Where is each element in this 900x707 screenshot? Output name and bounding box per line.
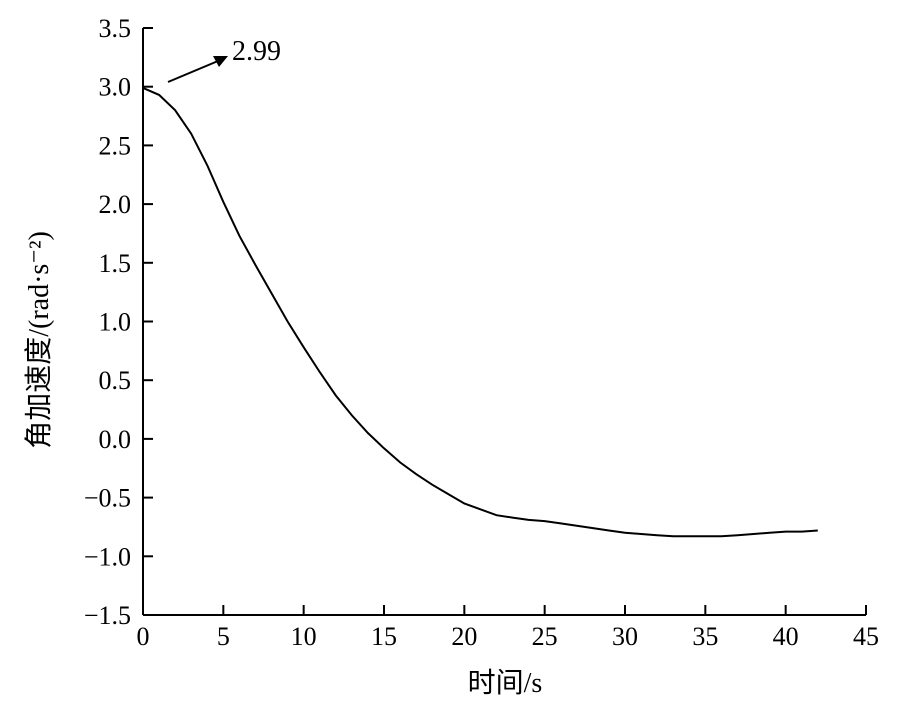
- y-tick-label: 2.5: [99, 131, 132, 160]
- x-tick-label: 25: [532, 622, 558, 651]
- x-tick-label: 15: [371, 622, 397, 651]
- annotation-arrow: [167, 56, 228, 83]
- y-tick-label: 3.5: [99, 14, 132, 43]
- x-tick-label: 30: [612, 622, 638, 651]
- annotation-label: 2.99: [232, 36, 281, 67]
- x-tick-label: 40: [773, 622, 799, 651]
- y-tick-label: −0.5: [84, 484, 131, 513]
- x-axis-title: 时间/s: [468, 667, 543, 699]
- y-tick-label: 0.0: [99, 425, 132, 454]
- y-tick-label: 2.0: [99, 190, 132, 219]
- x-tick-label: 10: [291, 622, 317, 651]
- y-tick-label: 0.5: [99, 366, 132, 395]
- y-tick-label: 1.5: [99, 249, 132, 278]
- y-axis-ticks: 3.5 3.0 2.5 2.0 1.5 1.0 0.5 0.0 −0.5 −1.0 −1.5: [84, 14, 153, 630]
- x-tick-label: 5: [217, 622, 230, 651]
- y-tick-label: 1.0: [99, 308, 132, 337]
- series-line: [142, 86, 818, 538]
- x-tick-label: 35: [692, 622, 718, 651]
- x-axis-ticks: 0 5 10 15 20 25 30 35 40 45: [137, 605, 879, 651]
- y-tick-label: −1.0: [84, 542, 131, 571]
- x-tick-label: 0: [137, 622, 150, 651]
- y-axis-title: 角加速度/(rad·s⁻²): [23, 231, 55, 449]
- y-tick-label: 3.0: [99, 73, 132, 102]
- x-tick-label: 45: [853, 622, 879, 651]
- x-tick-label: 20: [451, 622, 477, 651]
- y-tick-label: −1.5: [84, 601, 131, 630]
